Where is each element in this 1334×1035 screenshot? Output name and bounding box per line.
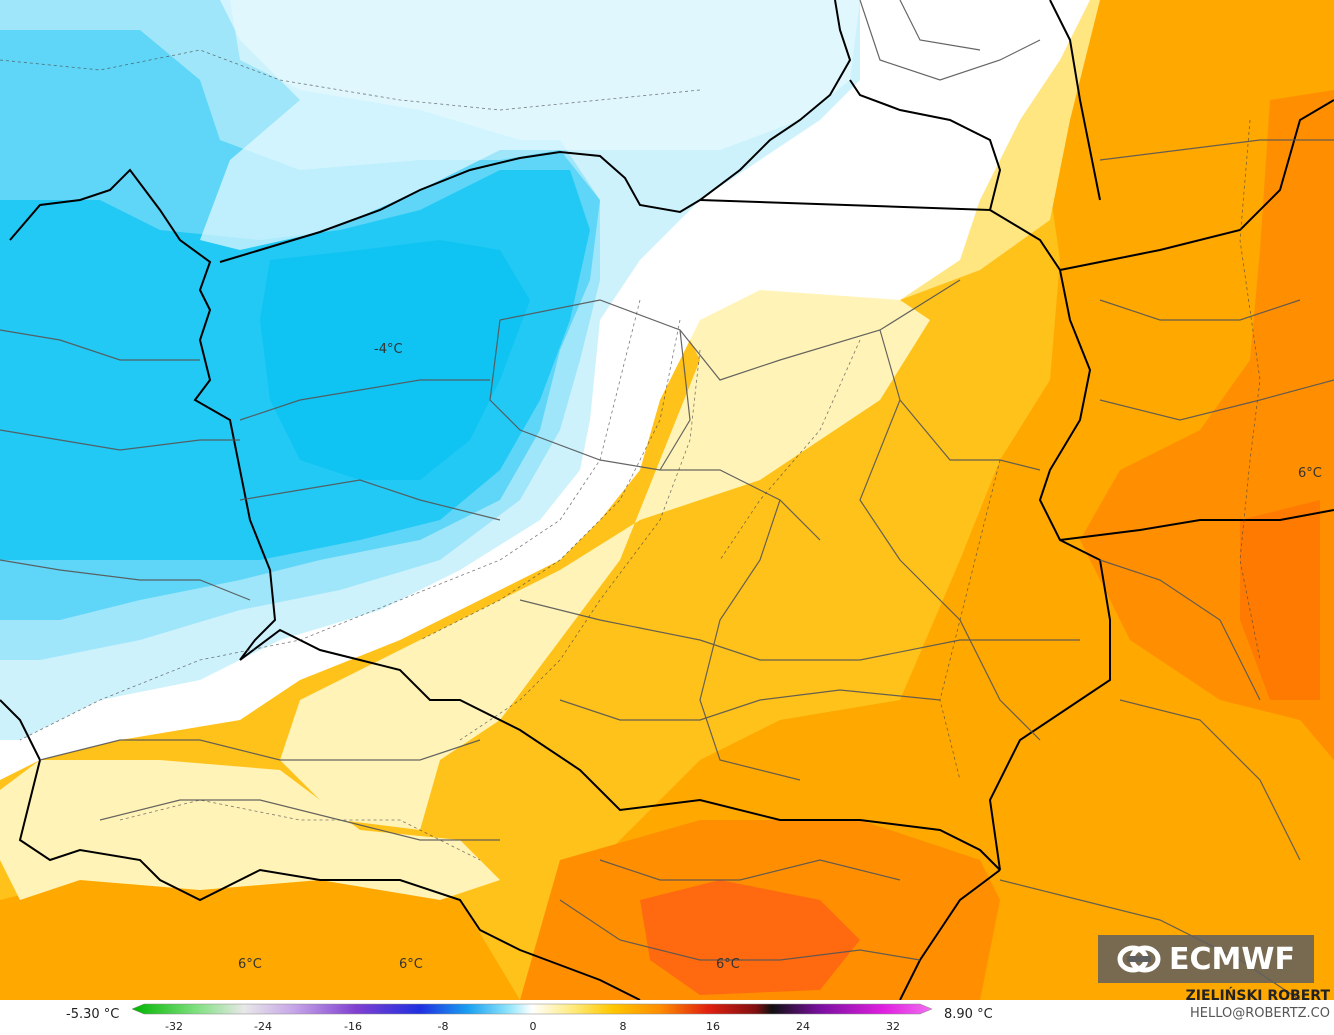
ecmwf-logo: ECMWF <box>1098 935 1314 983</box>
temperature-map: -4°C 6°C 6°C 6°C 6°C <box>0 0 1334 1000</box>
legend-min-label: -5.30 °C <box>66 1007 120 1022</box>
scale-tick: 8 <box>620 1020 627 1033</box>
scale-tick: 0 <box>530 1020 537 1033</box>
color-scale-bar <box>132 1003 932 1015</box>
scale-tick: -16 <box>344 1020 362 1033</box>
author-email: HELLO@ROBERTZ.CO <box>1189 1006 1330 1021</box>
pale-yellow-zone <box>280 260 930 830</box>
ecmwf-logo-icon <box>1117 945 1161 973</box>
contour-label-6-sw2: 6°C <box>399 957 423 972</box>
scale-tick: -8 <box>438 1020 449 1033</box>
sw-warm-zone <box>0 880 520 1000</box>
contour-label-minus4: -4°C <box>374 342 403 357</box>
baltic-sea <box>200 0 860 250</box>
south-red-zone <box>640 880 860 995</box>
orange-zone <box>560 0 1334 1000</box>
scale-tick: 16 <box>706 1020 720 1033</box>
contour-label-6-south: 6°C <box>716 957 740 972</box>
coastlines <box>0 0 1334 1000</box>
ecmwf-logo-text: ECMWF <box>1169 941 1295 977</box>
scale-tick: -24 <box>254 1020 272 1033</box>
pale-yellow-zone-2 <box>0 760 500 900</box>
regional-borders <box>0 0 1334 1000</box>
red-orange-zone <box>1240 500 1320 700</box>
deep-blue-zone <box>260 240 530 480</box>
contour-label-6-east: 6°C <box>1298 466 1322 481</box>
isotherms <box>0 49 1261 861</box>
scale-tick: 32 <box>886 1020 900 1033</box>
color-scale: -32 -24 -16 -8 0 8 16 24 32 <box>132 1003 932 1033</box>
legend-max-label: 8.90 °C <box>944 1007 993 1022</box>
scale-tick: 24 <box>796 1020 810 1033</box>
scale-tick: -32 <box>165 1020 183 1033</box>
contour-label-6-sw1: 6°C <box>238 957 262 972</box>
author-name: ZIELIŃSKI ROBERT <box>1185 988 1330 1004</box>
scale-ticks: -32 -24 -16 -8 0 8 16 24 32 <box>165 1020 900 1033</box>
